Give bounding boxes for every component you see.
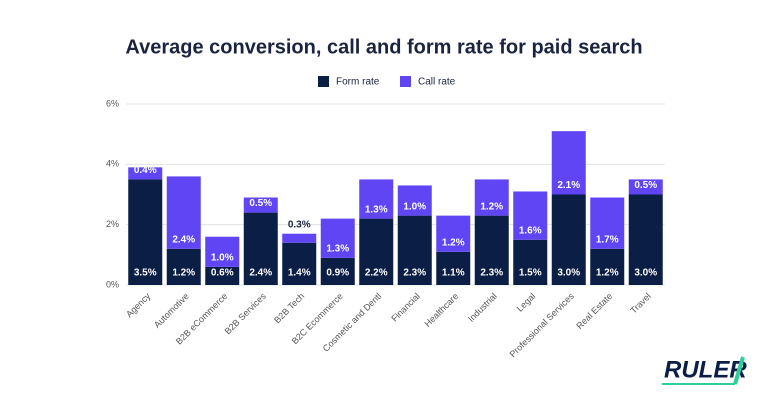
value-label: 0.6% — [211, 268, 234, 279]
x-tick-label: Healthcare — [422, 291, 460, 329]
value-label: 3.5% — [134, 268, 157, 279]
bar-segment — [397, 215, 432, 285]
x-tick-label: Automotive — [152, 291, 191, 330]
bar-segment — [436, 251, 471, 285]
bar-segment — [166, 248, 201, 285]
legend-swatch — [318, 76, 329, 87]
logo-text: RULER — [664, 356, 747, 383]
bar-segment — [320, 218, 355, 258]
value-label: 2.3% — [480, 268, 503, 279]
logo-slash — [733, 356, 745, 385]
bar-segment — [474, 215, 509, 285]
value-label: 1.2% — [442, 237, 465, 248]
y-tick-label: 6% — [106, 98, 119, 108]
value-label: 2.4% — [249, 268, 272, 279]
bar-segment — [205, 266, 240, 285]
value-label: 0.5% — [634, 180, 657, 191]
bar-segment — [590, 197, 625, 249]
bar-segment — [128, 179, 163, 285]
bar-segment — [243, 212, 278, 285]
value-label: 0.4% — [134, 165, 157, 176]
value-label: 1.3% — [365, 204, 388, 215]
y-tick-label: 4% — [106, 159, 119, 169]
value-label: 1.4% — [288, 268, 311, 279]
value-label: 1.0% — [403, 201, 426, 212]
value-label: 3.0% — [634, 268, 657, 279]
x-tick-label: Travel — [628, 291, 653, 316]
value-label: 2.1% — [557, 180, 580, 191]
value-label: 1.2% — [596, 268, 619, 279]
bar-segment — [551, 131, 586, 195]
legend-label: Form rate — [336, 77, 380, 88]
x-tick-label: Professional Services — [508, 291, 577, 360]
bar-segment — [166, 176, 201, 249]
x-tick-label: Industrial — [466, 291, 499, 324]
value-label: 3.0% — [557, 268, 580, 279]
value-label: 1.3% — [326, 243, 349, 254]
x-tick-label: Financial — [389, 291, 422, 324]
y-tick-label: 0% — [106, 279, 119, 289]
x-tick-label: Real Estate — [574, 291, 614, 331]
value-label: 2.4% — [172, 234, 195, 245]
value-label: 1.2% — [480, 201, 503, 212]
bar-segment — [628, 194, 663, 285]
bar-segment — [628, 179, 663, 195]
legend-label: Call rate — [418, 77, 456, 88]
value-label: 2.3% — [403, 268, 426, 279]
chart-title: Average conversion, call and form rate f… — [125, 36, 642, 58]
value-label: 1.0% — [211, 253, 234, 264]
x-tick-label: B2B Services — [223, 291, 269, 337]
x-tick-label: B2B Tech — [272, 291, 306, 325]
bar-segment — [436, 215, 471, 252]
value-label: 0.3% — [288, 219, 311, 230]
value-label: 1.7% — [596, 234, 619, 245]
bar-segment — [474, 179, 509, 216]
value-label: 1.6% — [519, 225, 542, 236]
value-label: 1.1% — [442, 268, 465, 279]
bar-segment — [513, 191, 548, 240]
y-tick-label: 2% — [106, 219, 119, 229]
value-label: 1.5% — [519, 268, 542, 279]
bar-segment — [243, 197, 278, 213]
bar-segment — [282, 233, 317, 243]
value-label: 2.2% — [365, 268, 388, 279]
bar-segment — [359, 218, 394, 285]
x-tick-label: Legal — [515, 291, 538, 314]
legend-swatch — [400, 76, 411, 87]
bar-segment — [359, 179, 394, 219]
bar-segment — [320, 257, 355, 285]
bar-segment — [205, 236, 240, 267]
bar-segment — [551, 194, 586, 285]
bar-segment — [590, 248, 625, 285]
value-label: 0.5% — [249, 198, 272, 209]
x-tick-label: Agency — [124, 291, 153, 320]
bar-segment — [397, 185, 432, 216]
value-label: 1.2% — [172, 268, 195, 279]
bar-segment — [513, 239, 548, 285]
logo: RULER — [662, 356, 747, 385]
value-label: 0.9% — [326, 268, 349, 279]
bar-segment — [128, 167, 163, 180]
bar-segment — [282, 242, 317, 285]
